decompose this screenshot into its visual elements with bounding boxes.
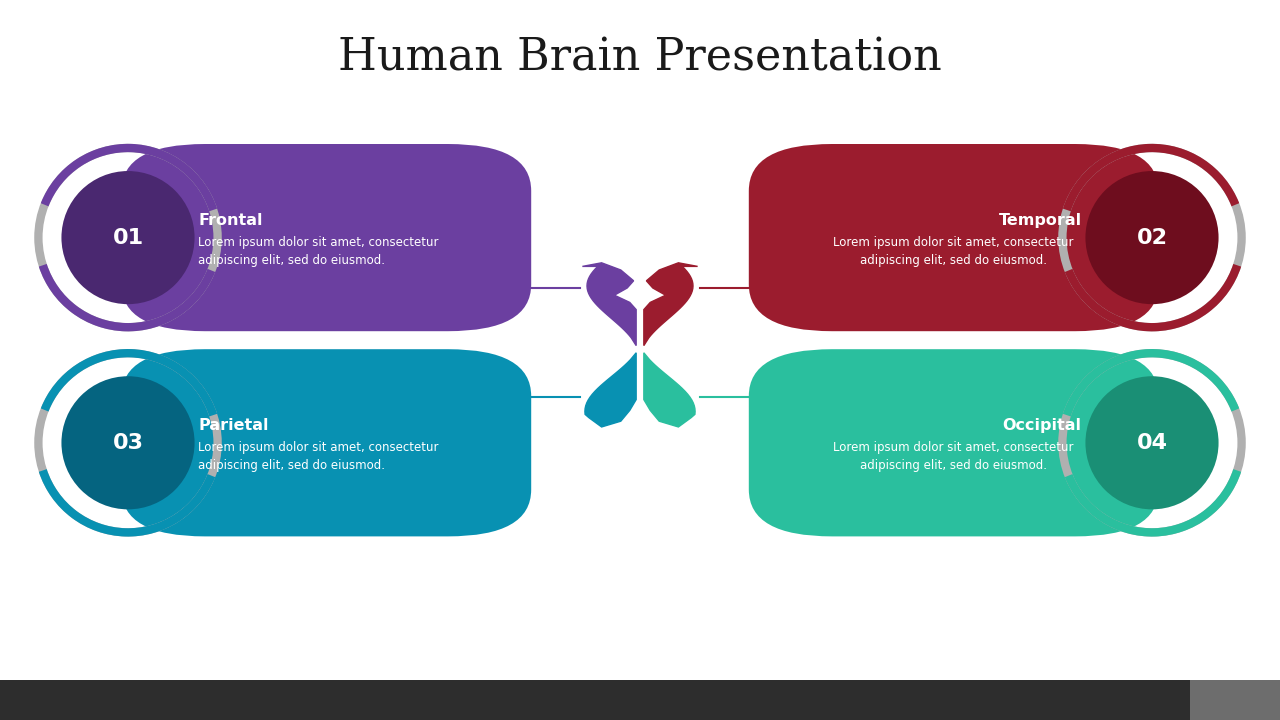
Polygon shape	[585, 353, 636, 427]
Polygon shape	[644, 263, 698, 346]
Ellipse shape	[61, 171, 195, 304]
Text: 04: 04	[1137, 433, 1167, 453]
Bar	[0, 680, 1280, 720]
Polygon shape	[644, 353, 695, 427]
Text: Lorem ipsum dolor sit amet, consectetur
adipiscing elit, sed do eiusmod.: Lorem ipsum dolor sit amet, consectetur …	[198, 441, 439, 472]
Ellipse shape	[1085, 171, 1219, 304]
Text: Temporal: Temporal	[998, 213, 1082, 228]
Text: Lorem ipsum dolor sit amet, consectetur
adipiscing elit, sed do eiusmod.: Lorem ipsum dolor sit amet, consectetur …	[833, 441, 1074, 472]
Text: Parietal: Parietal	[198, 418, 269, 433]
Text: Lorem ipsum dolor sit amet, consectetur
adipiscing elit, sed do eiusmod.: Lorem ipsum dolor sit amet, consectetur …	[833, 236, 1074, 267]
Ellipse shape	[1085, 377, 1219, 509]
Text: 02: 02	[1137, 228, 1167, 248]
Text: Lorem ipsum dolor sit amet, consectetur
adipiscing elit, sed do eiusmod.: Lorem ipsum dolor sit amet, consectetur …	[198, 236, 439, 267]
FancyBboxPatch shape	[749, 349, 1158, 536]
Text: 03: 03	[113, 433, 143, 453]
FancyBboxPatch shape	[749, 144, 1158, 331]
FancyBboxPatch shape	[122, 144, 531, 331]
Text: 01: 01	[113, 228, 143, 248]
Text: Frontal: Frontal	[198, 213, 262, 228]
Text: Occipital: Occipital	[1002, 418, 1082, 433]
Ellipse shape	[61, 377, 195, 509]
Polygon shape	[582, 263, 636, 346]
Bar	[1190, 680, 1280, 720]
FancyBboxPatch shape	[122, 349, 531, 536]
Text: Human Brain Presentation: Human Brain Presentation	[338, 36, 942, 79]
